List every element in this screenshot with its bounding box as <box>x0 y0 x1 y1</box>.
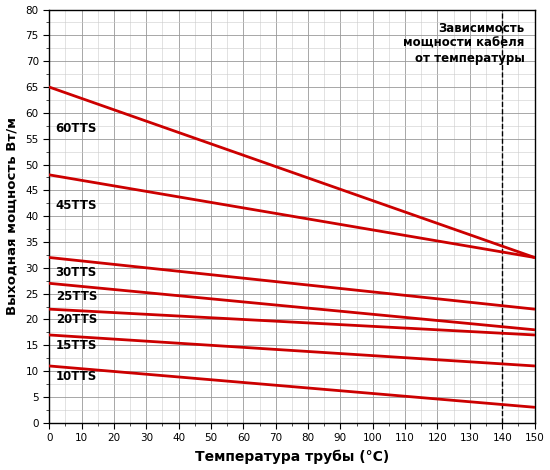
Text: 25TTS: 25TTS <box>56 290 97 303</box>
Y-axis label: Выходная мощность Вт/м: Выходная мощность Вт/м <box>6 117 19 315</box>
Text: 10TTS: 10TTS <box>56 370 97 383</box>
Text: 20TTS: 20TTS <box>56 313 97 326</box>
Text: 30TTS: 30TTS <box>56 266 97 280</box>
Text: Зависимость
мощности кабеля
от температуры: Зависимость мощности кабеля от температу… <box>404 22 525 65</box>
Text: 15TTS: 15TTS <box>56 339 97 352</box>
Text: 45TTS: 45TTS <box>56 199 97 212</box>
Text: 60TTS: 60TTS <box>56 122 97 135</box>
X-axis label: Температура трубы (°C): Температура трубы (°C) <box>195 450 389 464</box>
